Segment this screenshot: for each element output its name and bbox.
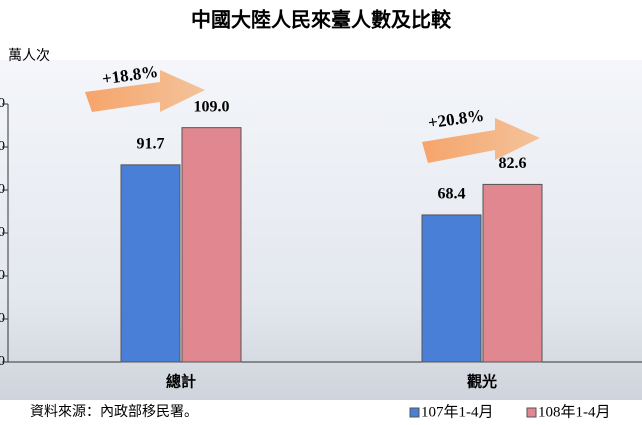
bar bbox=[422, 215, 481, 362]
legend-swatch bbox=[410, 408, 419, 417]
bar bbox=[483, 184, 542, 362]
chart-title: 中國大陸人民來臺人數及比較 bbox=[191, 8, 452, 32]
value-label: 82.6 bbox=[499, 155, 527, 172]
legend-swatch bbox=[527, 408, 536, 417]
chart: 中國大陸人民來臺人數及比較 萬人次 +18.8% +20.8% 資料來源：內政部… bbox=[0, 0, 642, 425]
value-label: 68.4 bbox=[438, 186, 466, 203]
bar bbox=[121, 165, 180, 362]
y-axis-label: 萬人次 bbox=[8, 48, 50, 64]
bar bbox=[182, 128, 241, 362]
legend-label: 108年1-4月 bbox=[538, 403, 611, 420]
value-label: 91.7 bbox=[137, 136, 165, 153]
source-note: 資料來源：內政部移民署。 bbox=[30, 404, 198, 420]
value-label: 109.0 bbox=[194, 98, 230, 115]
legend-label: 107年1-4月 bbox=[421, 403, 494, 420]
x-tick-label: 總計 bbox=[166, 372, 196, 390]
x-tick-label: 觀光 bbox=[467, 372, 497, 390]
